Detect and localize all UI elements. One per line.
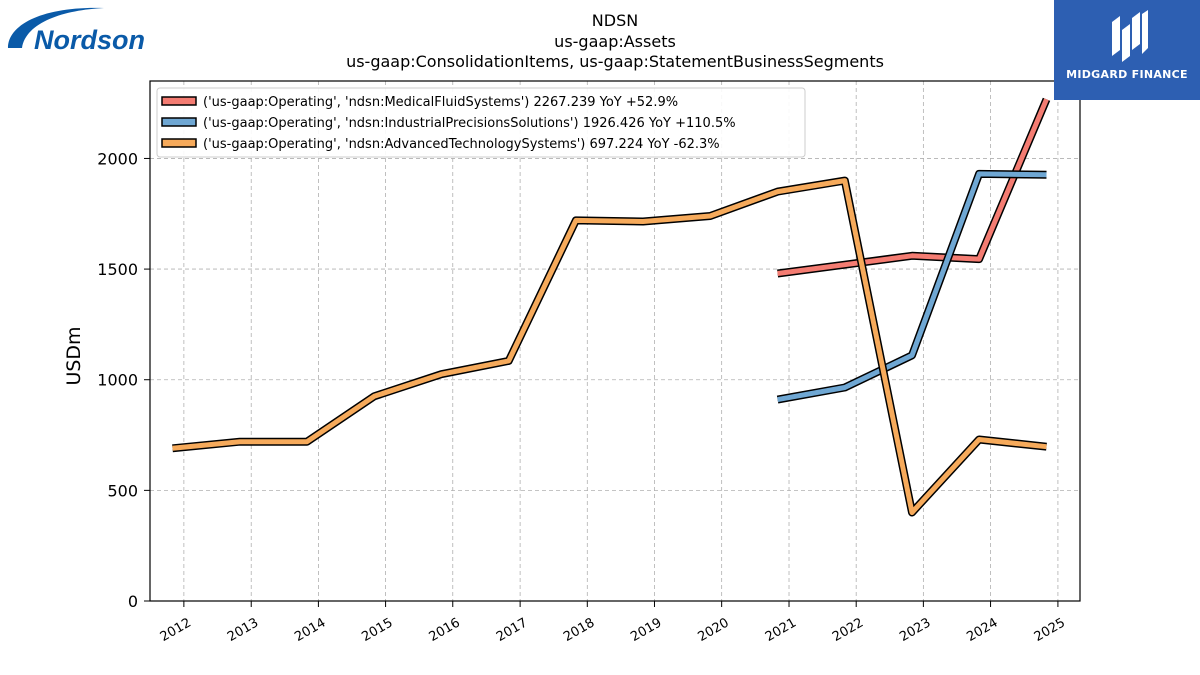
chart-title-line-2: us-gaap:Assets xyxy=(554,32,676,51)
x-axis: 2012 2013 2014 2015 2016 2017 2018 2019 2020 2021… xyxy=(158,601,1068,645)
chart-title: NDSN us-gaap:Assets us-gaap:Consolidatio… xyxy=(346,11,884,71)
x-tick-label: 2020 xyxy=(695,615,731,645)
x-tick-label: 2014 xyxy=(292,615,328,645)
legend-box xyxy=(156,87,806,158)
y-tick-label: 0 xyxy=(128,592,138,611)
grid xyxy=(150,81,1080,602)
x-tick-label: 2018 xyxy=(561,615,597,645)
x-tick-label: 2017 xyxy=(494,615,530,645)
legend-entry: ('us-gaap:Operating', 'ndsn:MedicalFluid… xyxy=(203,95,678,110)
x-tick-label: 2025 xyxy=(1032,615,1068,645)
legend-swatch xyxy=(161,117,197,127)
y-tick-label: 500 xyxy=(107,481,138,500)
x-tick-label: 2012 xyxy=(158,615,194,645)
x-tick-label: 2023 xyxy=(897,615,933,645)
x-tick-label: 2015 xyxy=(359,615,395,645)
y-tick-label: 2000 xyxy=(97,149,138,168)
x-tick-label: 2019 xyxy=(628,615,664,645)
y-axis: 0 500 1000 1500 2000 xyxy=(97,149,150,611)
legend-entry: ('us-gaap:Operating', 'ndsn:AdvancedTech… xyxy=(203,137,720,152)
midgard-finance-logo: MIDGARD FINANCE xyxy=(1054,0,1200,100)
series-line xyxy=(777,98,1049,276)
legend-entry: ('us-gaap:Operating', 'ndsn:IndustrialPr… xyxy=(203,116,736,131)
midgard-finance-text: MIDGARD FINANCE xyxy=(1066,68,1188,81)
x-tick-label: 2024 xyxy=(964,615,1000,645)
legend-swatch xyxy=(161,138,197,148)
x-tick-label: 2013 xyxy=(225,615,261,645)
chart-title-line-1: NDSN xyxy=(592,11,638,30)
legend: ('us-gaap:Operating', 'ndsn:MedicalFluid… xyxy=(156,87,806,158)
series-lines xyxy=(172,97,1051,517)
x-tick-label: 2016 xyxy=(427,615,463,645)
x-tick-label: 2021 xyxy=(763,615,799,645)
series-line xyxy=(172,178,1047,515)
x-tick-label: 2022 xyxy=(830,615,866,645)
nordson-logo: Nordson xyxy=(4,4,145,56)
series-line xyxy=(777,171,1047,403)
plot-frame xyxy=(149,80,1081,602)
y-tick-label: 1500 xyxy=(97,260,138,279)
series-outline xyxy=(776,169,1047,404)
chart-title-line-3: us-gaap:ConsolidationItems, us-gaap:Stat… xyxy=(346,52,884,71)
y-tick-label: 1000 xyxy=(97,371,138,390)
midgard-monogram-icon xyxy=(1112,10,1148,62)
nordson-swoosh-icon: Nordson xyxy=(8,7,145,55)
legend-swatch xyxy=(161,96,197,106)
nordson-logo-text: Nordson xyxy=(34,25,144,55)
y-axis-label: USDm xyxy=(63,326,85,385)
